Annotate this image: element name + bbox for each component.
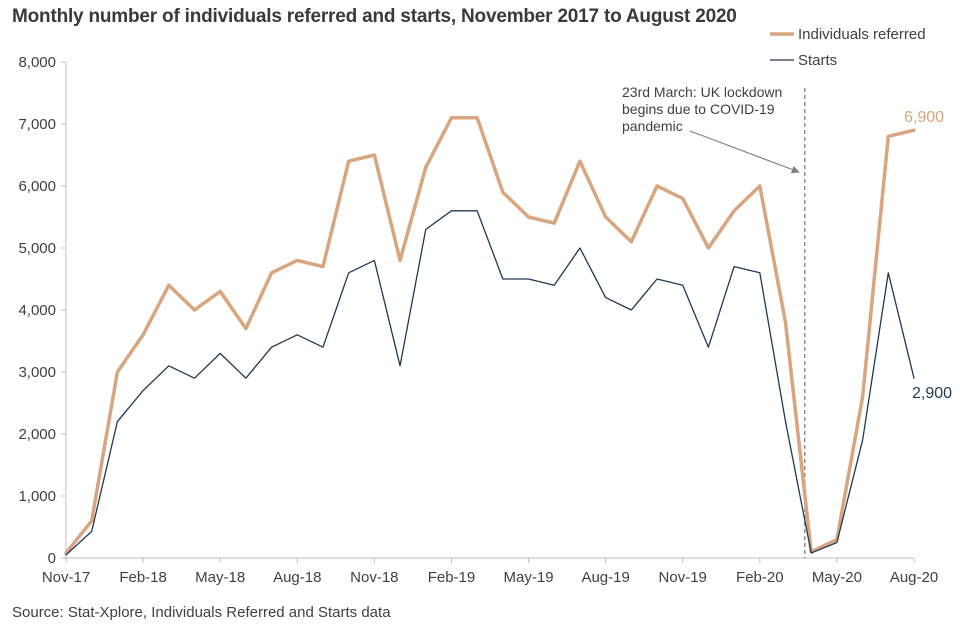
x-tick-label: Aug-20 xyxy=(890,569,938,586)
y-tick-label: 5,000 xyxy=(18,240,56,257)
x-tick-label: Nov-17 xyxy=(42,569,90,586)
annotation-text-line: pandemic xyxy=(622,118,683,134)
series-lines xyxy=(64,116,916,556)
x-tick-label: Aug-19 xyxy=(581,569,629,586)
annotation-text-line: 23rd March: UK lockdown xyxy=(622,84,782,100)
end-label-starts: 2,900 xyxy=(912,385,952,402)
end-label-individuals-referred: 6,900 xyxy=(904,109,944,126)
x-tick-label: Aug-18 xyxy=(273,569,321,586)
x-tick-label: May-19 xyxy=(504,569,554,586)
source-note: Source: Stat-Xplore, Individuals Referre… xyxy=(12,604,391,621)
y-axis: 0 1,000 2,000 3,000 4,000 5,000 6,000 7,000 8,00… xyxy=(18,54,67,567)
y-tick-label: 8,000 xyxy=(18,54,56,71)
y-tick-label: 1,000 xyxy=(18,488,56,505)
y-tick-label: 3,000 xyxy=(18,364,56,381)
x-tick-label: Feb-20 xyxy=(736,569,784,586)
x-axis: Nov-17 Feb-18 May-18 Aug-18 Nov-18 Feb-19 May-… xyxy=(42,557,938,586)
series-line-individuals-referred xyxy=(64,116,916,555)
annotation-text-line: begins due to COVID-19 xyxy=(622,101,775,117)
legend: Individuals referred Starts xyxy=(770,26,926,69)
y-tick-label: 6,000 xyxy=(18,178,56,195)
chart-title: Monthly number of individuals referred a… xyxy=(12,6,737,27)
x-tick-label: Feb-18 xyxy=(119,569,167,586)
x-tick-label: May-18 xyxy=(195,569,245,586)
y-tick-label: 2,000 xyxy=(18,426,56,443)
end-labels: 6,900 2,900 xyxy=(904,109,952,402)
y-tick-label: 7,000 xyxy=(18,116,56,133)
x-tick-label: Nov-19 xyxy=(659,569,707,586)
x-tick-label: May-20 xyxy=(812,569,862,586)
y-tick-label: 0 xyxy=(48,550,56,567)
x-tick-label: Nov-18 xyxy=(350,569,398,586)
x-tick-label: Feb-19 xyxy=(428,569,476,586)
y-tick-label: 4,000 xyxy=(18,302,56,319)
series-line-starts xyxy=(65,210,915,556)
legend-label: Starts xyxy=(798,52,837,69)
legend-label: Individuals referred xyxy=(798,26,926,43)
annotation-arrow xyxy=(689,130,800,174)
